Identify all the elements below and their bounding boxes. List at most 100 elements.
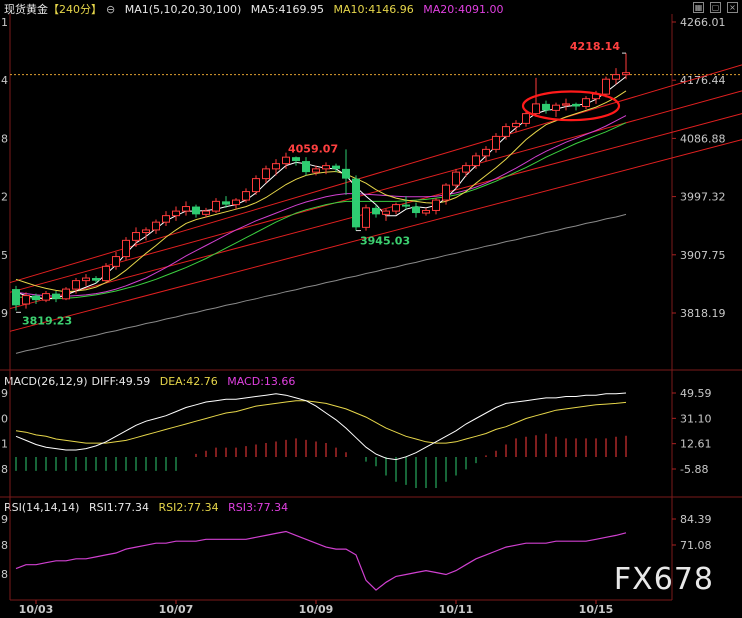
macd-header: MACD(26,12,9) DIFF:49.59 DEA:42.76 MACD:1… <box>4 374 301 390</box>
price-left-tick: 2 <box>1 191 8 204</box>
candle-body <box>382 210 390 215</box>
candle-body <box>242 191 250 201</box>
x-tick-label: 10/09 <box>299 603 334 616</box>
candle-body <box>282 156 290 165</box>
x-tick-label: 10/07 <box>159 603 194 616</box>
candle-body <box>152 221 160 231</box>
candle-body <box>332 165 340 169</box>
price-tick-label: 3907.75 <box>680 249 726 262</box>
candle-body <box>582 98 590 107</box>
candle-body <box>462 165 470 173</box>
candle-body <box>272 163 280 170</box>
dea-line <box>15 400 627 444</box>
settings-icon[interactable]: ▦ <box>693 2 704 13</box>
maximize-icon[interactable]: ▢ <box>710 2 721 13</box>
price-tick-label: 4086.88 <box>680 132 726 145</box>
candle-body <box>492 135 500 150</box>
trend-line <box>9 90 742 293</box>
candle-body <box>482 148 490 157</box>
price-left-tick: 5 <box>1 249 8 262</box>
rsi3-value: RSI3:77.34 <box>228 501 289 514</box>
rsi-tick-label: 71.08 <box>680 539 712 552</box>
macd-tick-label: 31.10 <box>680 412 712 425</box>
candle-body <box>162 215 170 223</box>
period-label[interactable]: 【240分】 <box>48 3 102 16</box>
collapse-icon[interactable]: ⊖ <box>106 3 116 16</box>
candle-body <box>102 265 110 282</box>
main-header: 现货黄金【240分】 ⊖ MA1(5,10,20,30,100) MA5:4169… <box>4 2 509 18</box>
candle-body <box>422 209 430 214</box>
candle-body <box>392 204 400 212</box>
ma10-line <box>15 90 627 293</box>
x-tick-label: 10/15 <box>579 603 614 616</box>
candle-body <box>302 161 310 173</box>
macd-left-tick: 8 <box>1 463 8 476</box>
price-left-tick: 1 <box>1 16 8 29</box>
candle-body <box>262 168 270 180</box>
symbol-name: 现货黄金 <box>4 3 48 16</box>
candle-body <box>122 239 130 258</box>
x-tick-label: 10/11 <box>439 603 474 616</box>
macd-tick-label: 49.59 <box>680 387 712 400</box>
candle-body <box>362 207 370 228</box>
macd-tick-label: -5.88 <box>680 463 708 476</box>
candle-body <box>432 199 440 211</box>
price-left-tick: 8 <box>1 132 8 145</box>
macd-tick-label: 12.61 <box>680 438 712 451</box>
candle-body <box>542 103 550 111</box>
ma30-line <box>15 122 627 300</box>
candle-body <box>172 210 180 217</box>
price-tick-label: 4266.01 <box>680 16 726 29</box>
candle-body <box>292 157 300 162</box>
candle-body <box>372 207 380 215</box>
candle-body <box>182 206 190 212</box>
macd-diff: DIFF:49.59 <box>91 375 151 388</box>
candle-body <box>82 277 90 282</box>
price-left-tick: 9 <box>1 307 8 320</box>
candle-body <box>22 295 30 305</box>
price-left-tick: 4 <box>1 74 8 87</box>
candle-body <box>612 74 620 80</box>
candle-body <box>502 126 510 137</box>
rsi-line <box>15 530 627 591</box>
candle-body <box>572 103 580 107</box>
ma20-value: MA20:4091.00 <box>423 3 504 16</box>
local-low-annotation: 3945.03 <box>360 235 410 248</box>
candle-body <box>602 78 610 95</box>
window-controls: ▦ ▢ × <box>693 2 738 13</box>
candle-body <box>52 293 60 299</box>
ma100-line <box>15 213 627 354</box>
macd-dea: DEA:42.76 <box>159 375 218 388</box>
candle-body <box>142 229 150 234</box>
macd-left-tick: 1 <box>1 438 8 451</box>
candle-body <box>412 206 420 214</box>
macd-left-tick: 9 <box>1 387 8 400</box>
candle-body <box>552 104 560 111</box>
candle-body <box>132 232 140 241</box>
macd-value: MACD:13.66 <box>227 375 296 388</box>
rsi-tick-label: 84.39 <box>680 513 712 526</box>
candle-body <box>212 200 220 212</box>
diff-line <box>15 392 627 461</box>
rsi-left-tick: 8 <box>1 539 8 552</box>
candle-body <box>72 280 80 290</box>
candle-body <box>62 288 70 300</box>
candle-body <box>562 103 570 106</box>
candle-body <box>92 278 100 281</box>
candle-body <box>532 103 540 115</box>
ma10-value: MA10:4146.96 <box>333 3 414 16</box>
candle-body <box>252 178 260 193</box>
low-annotation: 3819.23 <box>22 314 72 327</box>
candle-body <box>472 155 480 167</box>
ma20-line <box>15 115 627 297</box>
candle-body <box>452 171 460 186</box>
candle-body <box>352 178 360 228</box>
macd-left-tick: 0 <box>1 412 8 425</box>
close-icon[interactable]: × <box>727 2 738 13</box>
candle-body <box>522 113 530 124</box>
candle-body <box>112 256 120 267</box>
candle-body <box>232 199 240 206</box>
candle-body <box>322 165 330 170</box>
